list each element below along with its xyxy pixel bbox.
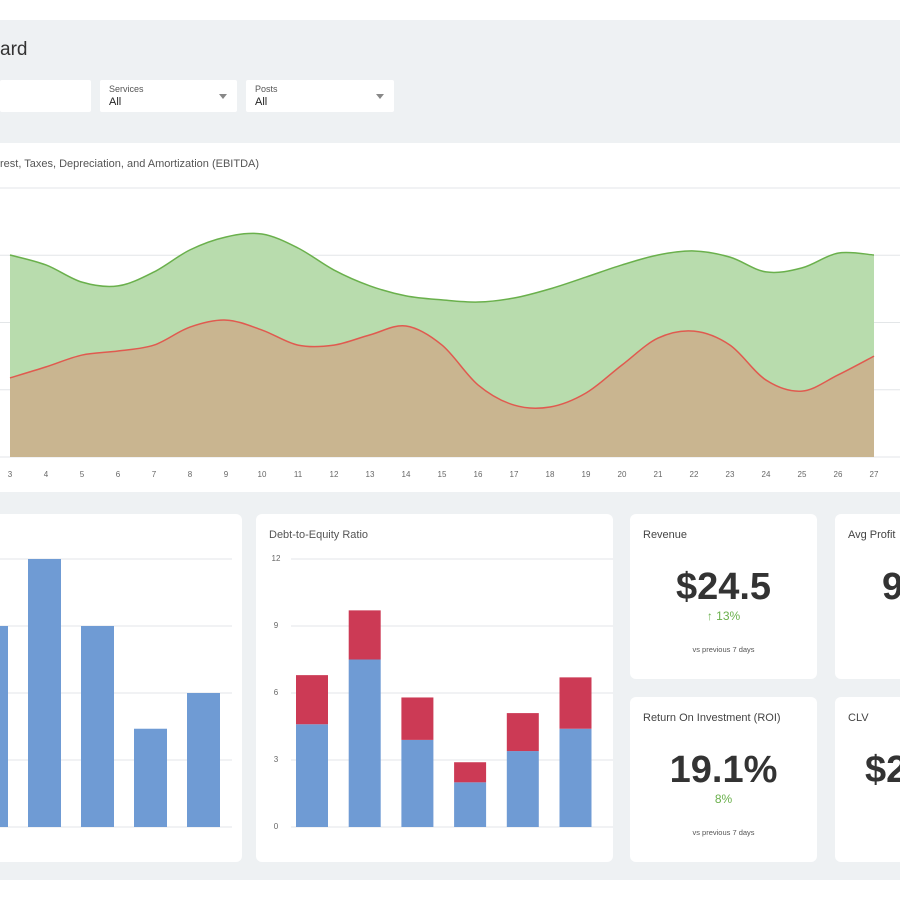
filter-value: All [109, 96, 122, 108]
bar [28, 559, 61, 827]
bar [187, 693, 220, 827]
x-tick-label: 8 [188, 470, 193, 479]
bar-segment [401, 739, 434, 827]
x-tick-label: 13 [366, 470, 375, 479]
x-tick-label: 18 [546, 470, 555, 479]
stacked-bar-chart: 0 3 6 9 12 [272, 554, 613, 831]
bar [81, 626, 114, 827]
x-tick-label: 16 [474, 470, 483, 479]
filter-dropdown[interactable]: Posts All [246, 80, 394, 112]
area-fill [10, 320, 874, 457]
x-tick-label: 7 [152, 470, 157, 479]
bar-segment [296, 675, 328, 725]
filter-dropdown[interactable] [0, 80, 91, 112]
x-tick-label: 11 [294, 470, 303, 479]
y-tick-label: 3 [274, 755, 279, 764]
bar-segment [454, 782, 487, 827]
x-tick-label: 15 [438, 470, 447, 479]
x-tick-label: 23 [726, 470, 735, 479]
bar [0, 626, 8, 827]
chart-title: rest, Taxes, Depreciation, and Amortizat… [0, 158, 260, 170]
kpi-change-value: 13% [716, 609, 741, 623]
area-chart: 0255075100345678910111213141516171819202… [0, 187, 900, 479]
page-title: ard [0, 39, 28, 60]
kpi-title: Revenue [643, 529, 688, 541]
x-tick-label: 20 [618, 470, 627, 479]
kpi-note: vs previous 7 days [692, 645, 755, 654]
filter-label: Posts [255, 84, 278, 94]
chart-title: Debt-to-Equity Ratio [269, 529, 369, 541]
y-tick-label: 6 [274, 688, 279, 697]
ebitda-card: rest, Taxes, Depreciation, and Amortizat… [0, 143, 900, 492]
x-tick-label: 10 [258, 470, 267, 479]
kpi-value: $2 [865, 749, 900, 791]
x-tick-label: 22 [690, 470, 699, 479]
bar-segment [454, 762, 487, 783]
kpi-title: Avg Profit [848, 529, 896, 541]
up-arrow-icon: ↑ [706, 609, 713, 623]
caret-icon [219, 94, 227, 99]
kpi-title: CLV [848, 712, 869, 724]
kpi-value: $24.5 [675, 566, 772, 608]
kpi-value: 19.1% [669, 749, 778, 791]
x-tick-label: 27 [870, 470, 879, 479]
bar-segment [506, 713, 539, 752]
kpi-title: Return On Investment (ROI) [643, 712, 781, 724]
kpi-card: Avg Profit 9 [835, 514, 900, 679]
bar-segment [506, 751, 539, 827]
bar-segment [559, 677, 592, 729]
kpi-card: CLV $2 [835, 697, 900, 862]
x-tick-label: 24 [762, 470, 771, 479]
x-tick-label: 9 [224, 470, 229, 479]
y-tick-label: 12 [272, 554, 281, 563]
kpi-value: 9 [882, 566, 900, 608]
x-tick-label: 4 [44, 470, 49, 479]
x-tick-label: 3 [8, 470, 13, 479]
x-tick-label: 19 [582, 470, 591, 479]
x-tick-label: 14 [402, 470, 411, 479]
area-line [9, 232, 875, 303]
bar-segment [559, 728, 592, 827]
bar-segment [296, 724, 328, 827]
kpi-change: ↑ 13% [630, 609, 817, 623]
filter-dropdown[interactable]: Services All [100, 80, 237, 112]
bar-segment [348, 610, 381, 660]
x-tick-label: 6 [116, 470, 121, 479]
x-tick-label: 5 [80, 470, 85, 479]
filter-value: All [255, 96, 268, 108]
x-tick-label: 26 [834, 470, 843, 479]
filter-label: Services [109, 84, 144, 94]
kpi-note: vs previous 7 days [692, 828, 755, 837]
bar [134, 728, 167, 827]
y-tick-label: 0 [274, 822, 279, 831]
bar-segment [401, 697, 434, 740]
x-tick-label: 17 [510, 470, 519, 479]
x-tick-label: 12 [330, 470, 339, 479]
kpi-card: Revenue $24.5 ↑ 13% vs previous 7 days [630, 514, 817, 679]
kpi-change: 8% [714, 792, 733, 806]
bar-segment [348, 659, 381, 827]
y-tick-label: 9 [274, 621, 279, 630]
caret-icon [376, 94, 384, 99]
x-tick-label: 25 [798, 470, 807, 479]
debt-equity-card: Debt-to-Equity Ratio 0 3 6 9 12 [256, 514, 613, 862]
kpi-card: Return On Investment (ROI) 19.1% 8% vs p… [630, 697, 817, 862]
x-tick-label: 21 [654, 470, 663, 479]
area-line [9, 319, 875, 409]
